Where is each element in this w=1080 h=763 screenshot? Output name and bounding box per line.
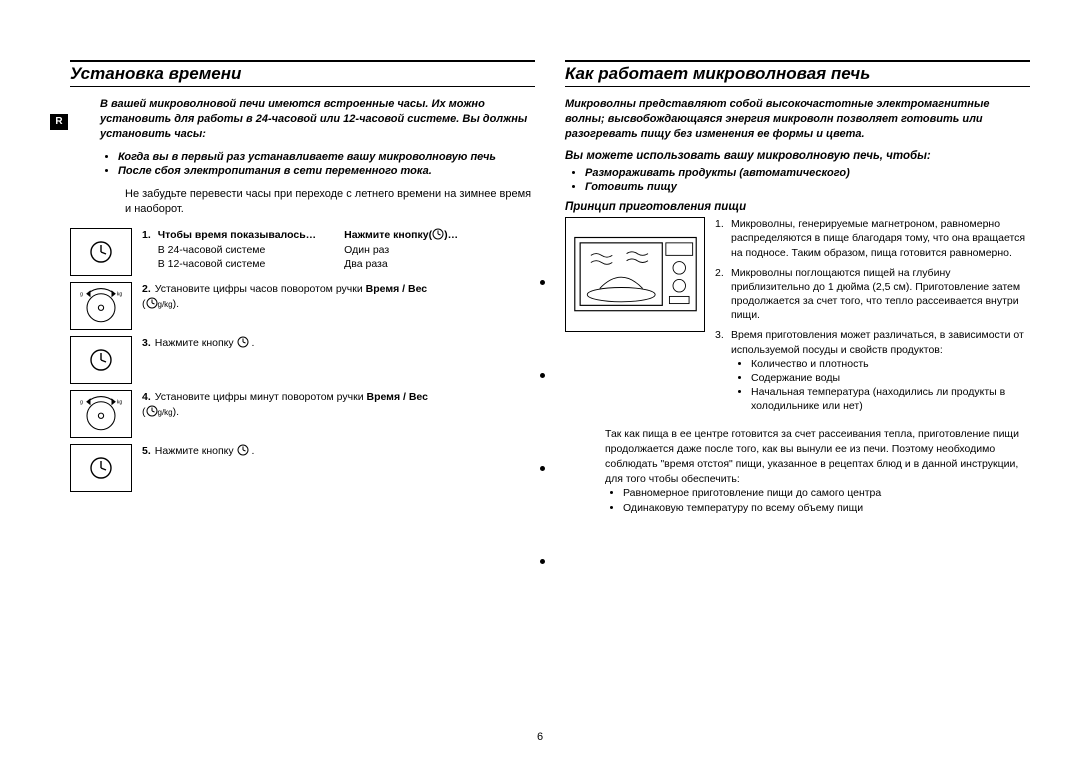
bold: Время / Вес (366, 283, 427, 295)
step-row: 1. Чтобы время показывалось… Нажмите кно… (70, 228, 535, 276)
step-num: 4. (142, 391, 151, 403)
left-note: Не забудьте перевести часы при переходе … (125, 187, 535, 216)
right-intro: Микроволны представляют собой высокочаст… (565, 97, 1030, 142)
step-num: 2. (142, 283, 151, 295)
bold: Время / Вес (366, 391, 427, 403)
left-column: Установка времени В вашей микроволновой … (50, 60, 535, 516)
dot-icon (540, 280, 545, 285)
dot-icon (540, 466, 545, 471)
step-text: 2. Установите цифры часов поворотом ручки… (142, 282, 535, 311)
step-num: 3. (142, 337, 151, 349)
binding-dots (540, 280, 545, 652)
table-cell: Один раз (344, 243, 458, 258)
bullet: Готовить пищу (585, 180, 1030, 195)
svg-text:g: g (80, 291, 83, 297)
text: Нажмите кнопку (155, 445, 237, 457)
step-row: g kg 2. Установите цифры часов поворотом … (70, 282, 535, 330)
text: Установите цифры часов поворотом ручки (155, 283, 366, 295)
right-column: Как работает микроволновая печь Микровол… (565, 60, 1030, 516)
sub-list: Количество и плотность Содержание воды Н… (751, 357, 1030, 414)
step-icon-knob: g kg (70, 282, 132, 330)
num: 3. (715, 328, 731, 413)
table-head: Чтобы время показывалось… (158, 228, 316, 243)
step-icon-clock (70, 228, 132, 276)
svg-text:g: g (80, 399, 83, 405)
principle-heading: Принцип приготовления пищи (565, 201, 1030, 213)
table-cell: Два раза (344, 257, 458, 272)
steps: 1. Чтобы время показывалось… Нажмите кно… (70, 228, 535, 492)
text: Время приготовления может различаться, в… (731, 328, 1030, 413)
closing-bullets: Равномерное приготовление пищи до самого… (623, 486, 1030, 515)
principle-list: 1. Микроволны, генерируемые магнетроном,… (715, 217, 1030, 419)
text: ). (173, 406, 179, 418)
step-row: 3. Нажмите кнопку . (70, 336, 535, 384)
dot-icon (540, 559, 545, 564)
clock-icon (146, 297, 158, 309)
sub-item: Содержание воды (751, 371, 1030, 385)
bullet: Одинаковую температуру по всему объему п… (623, 501, 1030, 516)
text: . (249, 445, 255, 457)
knob-icon: g kg (74, 393, 128, 435)
sub-item: Начальная температура (находились ли про… (751, 385, 1030, 413)
text: ). (173, 298, 179, 310)
step-icon-clock (70, 444, 132, 492)
clock-icon (146, 405, 158, 417)
bullet: Когда вы в первый раз устанавливаете ваш… (118, 150, 535, 165)
step-row: g kg 4. Установите цифры минут поворотом … (70, 390, 535, 438)
text: Установите цифры минут поворотом ручки (155, 391, 367, 403)
text: Нажмите кнопку (155, 337, 237, 349)
list-item: 3. Время приготовления может различаться… (715, 328, 1030, 413)
microwave-illustration (565, 217, 705, 332)
table-head: Нажмите кнопку( )… (344, 228, 458, 243)
text: Время приготовления может различаться, в… (731, 329, 1024, 355)
table-cell: В 12-часовой системе (158, 257, 316, 272)
clock-icon (89, 348, 113, 372)
step-text: 5. Нажмите кнопку . (142, 444, 535, 459)
svg-text:kg: kg (117, 399, 123, 405)
sub-item: Количество и плотность (751, 357, 1030, 371)
step-row: 5. Нажмите кнопку . (70, 444, 535, 492)
use-bullets: Размораживать продукты (автоматического)… (585, 166, 1030, 196)
table-cell: В 24-часовой системе (158, 243, 316, 258)
step-icon-knob: g kg (70, 390, 132, 438)
dot-icon (540, 373, 545, 378)
step-text: 1. Чтобы время показывалось… Нажмите кно… (142, 228, 535, 272)
step-num: 1. (142, 229, 151, 241)
principle-block: 1. Микроволны, генерируемые магнетроном,… (565, 217, 1030, 419)
label: Нажмите кнопку( (344, 229, 432, 241)
clock-icon (89, 240, 113, 264)
right-title: Как работает микроволновая печь (565, 60, 1030, 87)
step-icon-clock (70, 336, 132, 384)
clock-icon (432, 228, 444, 240)
left-intro: В вашей микроволновой печи имеются встро… (70, 97, 535, 142)
num: 1. (715, 217, 731, 260)
language-tab: R (50, 114, 68, 130)
num: 2. (715, 266, 731, 323)
bullet: Равномерное приготовление пищи до самого… (623, 486, 1030, 501)
step-text: 4. Установите цифры минут поворотом ручки… (142, 390, 535, 419)
bullet: После сбоя электропитания в сети перемен… (118, 164, 535, 179)
clock-icon (89, 456, 113, 480)
knob-icon: g kg (74, 285, 128, 327)
svg-text:kg: kg (117, 291, 123, 297)
list-item: 1. Микроволны, генерируемые магнетроном,… (715, 217, 1030, 260)
list-item: 2. Микроволны поглощаются пищей на глуби… (715, 266, 1030, 323)
left-bullets: Когда вы в первый раз устанавливаете ваш… (118, 150, 535, 180)
clock-icon (237, 444, 249, 456)
use-lead: Вы можете использовать вашу микроволнову… (565, 150, 1030, 162)
text: Микроволны поглощаются пищей на глубину … (731, 266, 1030, 323)
bullet: Размораживать продукты (автоматического) (585, 166, 1030, 181)
microwave-icon (573, 229, 698, 321)
text: . (249, 337, 255, 349)
closing-text: Так как пища в ее центре готовится за сч… (605, 427, 1030, 486)
clock-icon (237, 336, 249, 348)
label: )… (444, 229, 458, 241)
step-text: 3. Нажмите кнопку . (142, 336, 535, 351)
left-title: Установка времени (70, 60, 535, 87)
step-num: 5. (142, 445, 151, 457)
page-number: 6 (0, 731, 1080, 743)
text: Микроволны, генерируемые магнетроном, ра… (731, 217, 1030, 260)
